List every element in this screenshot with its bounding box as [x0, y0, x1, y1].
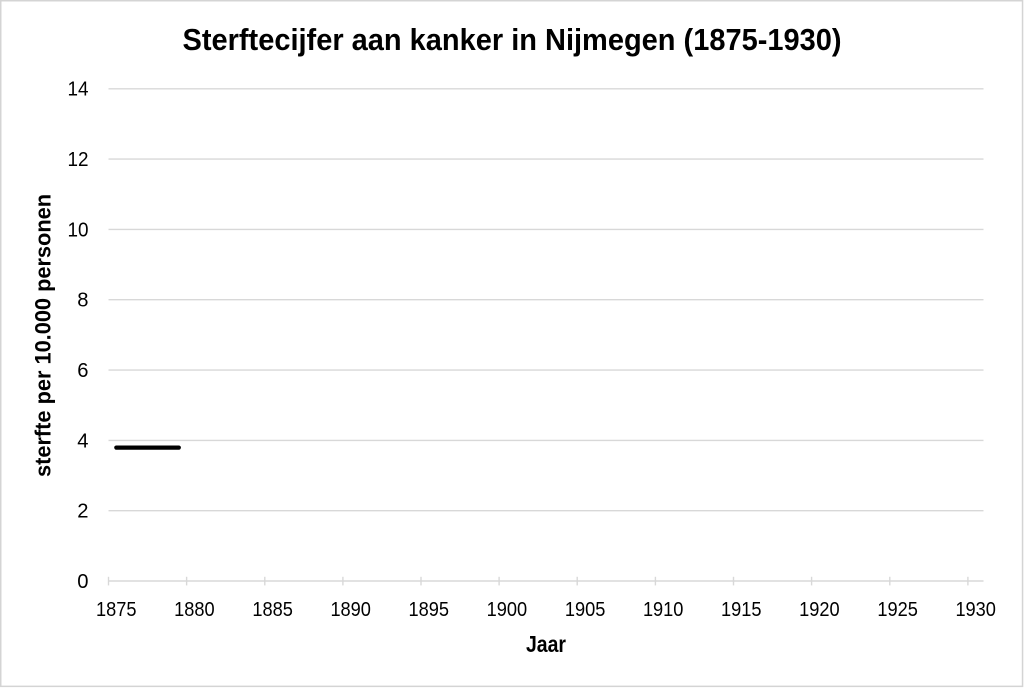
svg-text:1900: 1900 [487, 599, 528, 621]
svg-text:0: 0 [77, 571, 88, 593]
svg-text:6: 6 [77, 360, 88, 382]
svg-text:1875: 1875 [96, 599, 137, 621]
svg-text:1915: 1915 [721, 599, 762, 621]
svg-text:1930: 1930 [955, 599, 996, 621]
svg-text:1910: 1910 [643, 599, 684, 621]
svg-text:14: 14 [68, 79, 89, 101]
svg-text:10: 10 [68, 219, 89, 241]
svg-text:1895: 1895 [409, 599, 450, 621]
svg-text:1925: 1925 [877, 599, 918, 621]
svg-text:1920: 1920 [799, 599, 840, 621]
svg-text:8: 8 [77, 290, 88, 312]
svg-text:sterfte per 10.000 personen: sterfte per 10.000 personen [30, 194, 55, 477]
svg-text:2: 2 [77, 501, 88, 523]
svg-text:12: 12 [68, 149, 89, 171]
svg-text:1890: 1890 [330, 599, 371, 621]
svg-text:1880: 1880 [174, 599, 215, 621]
svg-text:4: 4 [77, 430, 88, 452]
svg-text:Sterftecijfer aan kanker in Ni: Sterftecijfer aan kanker in Nijmegen (18… [183, 22, 842, 57]
svg-text:Jaar: Jaar [526, 631, 566, 657]
svg-text:1905: 1905 [565, 599, 606, 621]
svg-text:1885: 1885 [252, 599, 293, 621]
